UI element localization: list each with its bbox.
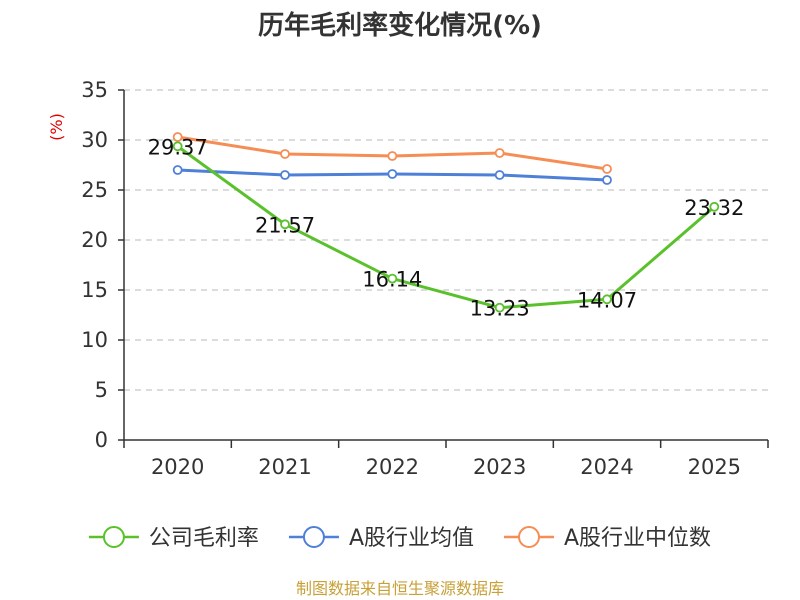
source-note: 制图数据来自恒生聚源数据库 (296, 579, 504, 598)
data-point (280, 170, 290, 180)
x-tick-label: 2023 (473, 455, 526, 479)
chart-title: 历年毛利率变化情况(%) (258, 10, 542, 41)
data-point (602, 294, 612, 305)
legend-swatch-marker (102, 526, 125, 548)
data-point (494, 302, 505, 313)
data-label: 14.07 (577, 288, 637, 312)
data-point (602, 164, 612, 174)
legend-label: A股行业均值 (349, 526, 474, 551)
data-point (494, 148, 505, 158)
data-point (280, 149, 290, 159)
data-point (172, 132, 183, 142)
legend-swatch-marker (518, 526, 541, 548)
x-axis-ticks: 2020 2021 2022 2023 2024 2025 (123, 440, 769, 479)
y-tick-label: 0 (95, 428, 108, 452)
data-point (602, 175, 612, 185)
x-tick-label: 2025 (688, 455, 741, 479)
y-tick-label: 15 (81, 278, 108, 302)
y-tick-label: 30 (81, 128, 108, 152)
data-label: 29.37 (148, 135, 208, 159)
data-labels: 29.37 21.57 16.14 13.23 14.07 23.32 (148, 135, 745, 320)
legend-swatch-marker (302, 526, 325, 548)
data-point (387, 273, 398, 284)
y-tick-label: 10 (81, 328, 108, 352)
x-tick-label: 2022 (366, 455, 419, 479)
y-tick-label: 35 (81, 78, 108, 102)
grid-lines (124, 89, 768, 391)
legend: 公司毛利率 A股行业均值 A股行业中位数 (88, 526, 711, 551)
data-label: 16.14 (362, 268, 422, 292)
x-tick-label: 2020 (151, 455, 204, 479)
data-point (387, 169, 398, 179)
data-point (280, 219, 290, 230)
data-label: 13.23 (470, 297, 530, 321)
y-axis-label: (%) (47, 113, 66, 141)
data-point (387, 151, 398, 161)
data-point (172, 165, 183, 175)
data-point (709, 201, 720, 212)
x-tick-label: 2021 (258, 455, 311, 479)
y-tick-label: 5 (95, 378, 108, 402)
legend-label: 公司毛利率 (149, 526, 259, 551)
data-label: 23.32 (684, 196, 744, 220)
data-label: 21.57 (255, 213, 315, 237)
data-point (494, 170, 505, 180)
series-line (176, 145, 716, 310)
y-tick-label: 20 (81, 228, 108, 252)
data-point (172, 141, 183, 152)
y-tick-label: 25 (81, 178, 108, 202)
legend-label: A股行业中位数 (564, 526, 711, 551)
x-tick-label: 2024 (580, 455, 633, 479)
series-layer (172, 132, 720, 313)
y-axis-ticks: 0 5 10 15 20 25 30 35 (81, 78, 124, 452)
